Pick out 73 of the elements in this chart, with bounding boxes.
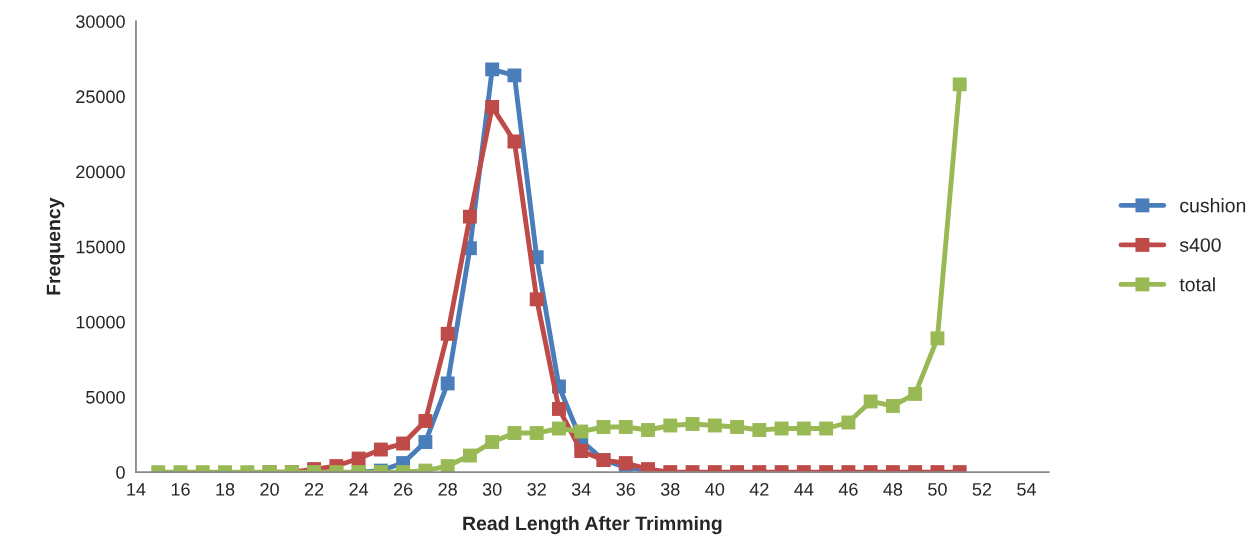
x-tick-label: 20	[260, 482, 279, 496]
point	[462, 448, 477, 463]
point	[574, 444, 589, 458]
x-tick-label: 36	[616, 482, 635, 496]
point	[485, 62, 500, 77]
x-tick-label: 50	[928, 482, 947, 496]
point	[552, 402, 566, 416]
point	[351, 451, 366, 466]
x-tick-label: 54	[1017, 483, 1036, 496]
x-tick-label: 42	[749, 482, 769, 496]
point	[752, 423, 767, 437]
point	[462, 209, 477, 224]
point	[507, 68, 522, 83]
legend-label: total	[1179, 277, 1215, 292]
x-tick-label: 38	[660, 482, 680, 496]
point	[796, 421, 811, 436]
y-tick-label: 25000	[76, 90, 125, 104]
point	[529, 292, 544, 307]
point	[418, 435, 433, 449]
point	[863, 394, 878, 409]
point	[774, 421, 789, 436]
point	[440, 459, 455, 473]
point	[440, 376, 455, 391]
y-tick-label: 30000	[76, 15, 125, 28]
point	[396, 436, 411, 451]
x-tick-label: 24	[349, 482, 369, 496]
point	[373, 442, 388, 457]
x-tick-label: 14	[127, 483, 146, 496]
point	[618, 456, 633, 471]
point	[841, 415, 856, 430]
point	[485, 99, 500, 114]
point	[952, 77, 967, 92]
point	[618, 420, 633, 434]
x-tick-label: 26	[393, 482, 413, 496]
x-tick-label: 32	[527, 482, 546, 496]
x-tick-label: 30	[482, 482, 502, 496]
point	[507, 134, 522, 149]
y-tick-label: 20000	[76, 165, 125, 179]
point	[418, 414, 433, 428]
point	[685, 417, 700, 431]
legend-label: s400	[1179, 238, 1221, 252]
y-tick-label: 0	[116, 466, 125, 479]
x-axis-title: Read Length After Trimming	[463, 515, 722, 535]
point	[440, 326, 455, 341]
point	[574, 424, 589, 439]
point	[730, 420, 745, 434]
x-tick-label: 52	[972, 482, 992, 496]
x-tick-label: 40	[705, 482, 725, 496]
point	[529, 426, 544, 440]
y-axis-title: Frequency	[46, 197, 65, 295]
point	[507, 426, 522, 440]
point	[885, 399, 900, 413]
point	[663, 418, 678, 433]
y-tick-label: 5000	[86, 390, 125, 404]
y-tick-label: 10000	[76, 315, 125, 329]
point	[819, 421, 834, 436]
x-tick-label: 22	[304, 482, 324, 496]
point	[908, 387, 923, 401]
point	[596, 420, 611, 434]
x-tick-label: 46	[838, 482, 858, 496]
y-tick-label: 15000	[76, 240, 125, 254]
x-tick-label: 44	[794, 483, 814, 496]
point	[641, 423, 655, 437]
point	[707, 418, 722, 433]
x-tick-label: 48	[883, 482, 903, 496]
point	[930, 331, 945, 346]
x-tick-label: 16	[171, 482, 190, 496]
point	[552, 421, 566, 436]
x-tick-label: 18	[216, 482, 235, 496]
legend-label: cushion	[1180, 198, 1246, 213]
x-tick-label: 28	[438, 482, 457, 496]
point	[485, 435, 500, 449]
x-tick-label: 34	[571, 482, 591, 496]
